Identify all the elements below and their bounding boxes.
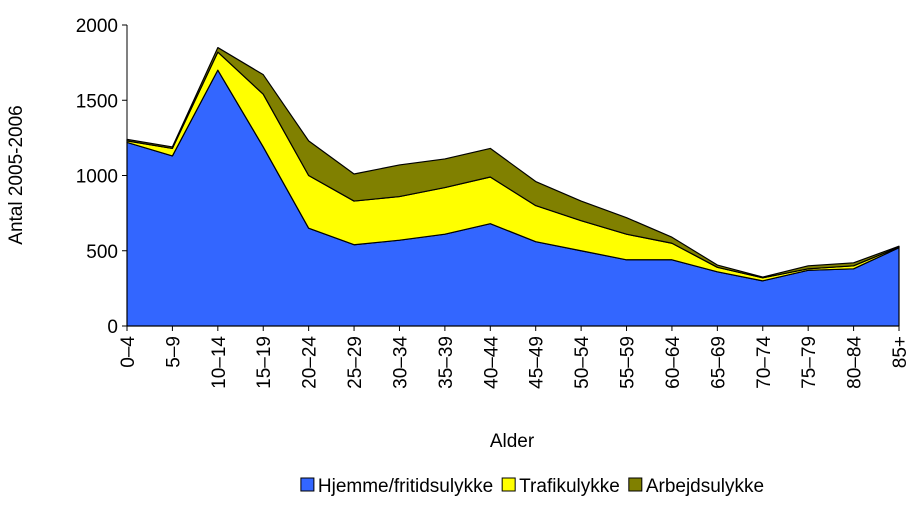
x-tick-label: 5–9 bbox=[163, 336, 184, 368]
x-tick-label: 50–54 bbox=[572, 336, 593, 389]
x-tick-label: 70–74 bbox=[754, 336, 775, 389]
x-tick-label: 0–4 bbox=[118, 336, 139, 368]
y-tick-label: 500 bbox=[86, 242, 118, 263]
x-tick-label: 30–34 bbox=[390, 336, 411, 389]
x-tick-label: 60–64 bbox=[663, 336, 684, 389]
x-tick-label: 75–79 bbox=[799, 336, 820, 389]
x-tick-label: 80–84 bbox=[845, 336, 866, 389]
x-tick-label: 25–29 bbox=[345, 336, 366, 389]
legend-label: Hjemme/fritidsulykke bbox=[318, 476, 493, 497]
x-tick-label: 85+ bbox=[890, 336, 911, 368]
y-axis-title: Antal 2005-2006 bbox=[6, 105, 27, 244]
x-axis-title: Alder bbox=[490, 431, 535, 452]
x-tick-label: 20–24 bbox=[300, 336, 321, 389]
x-tick-label: 35–39 bbox=[436, 336, 457, 389]
x-tick-label: 45–49 bbox=[527, 336, 548, 389]
legend-label: Trafikulykke bbox=[519, 476, 620, 497]
legend-swatch bbox=[501, 477, 516, 492]
x-tick-label: 40–44 bbox=[481, 336, 502, 389]
x-tick-label: 15–19 bbox=[254, 336, 275, 389]
x-tick-label: 65–69 bbox=[708, 336, 729, 389]
legend-swatch bbox=[300, 477, 315, 492]
x-tick-label: 55–59 bbox=[618, 336, 639, 389]
x-tick-label: 10–14 bbox=[209, 336, 230, 389]
area bbox=[126, 46, 900, 279]
y-tick-label: 0 bbox=[107, 317, 118, 338]
y-tick-label: 1000 bbox=[76, 167, 118, 188]
legend-swatch bbox=[628, 477, 643, 492]
legend-label: Arbejdsulykke bbox=[646, 476, 764, 497]
y-tick-label: 1500 bbox=[76, 91, 118, 112]
y-tick-label: 2000 bbox=[76, 16, 118, 37]
